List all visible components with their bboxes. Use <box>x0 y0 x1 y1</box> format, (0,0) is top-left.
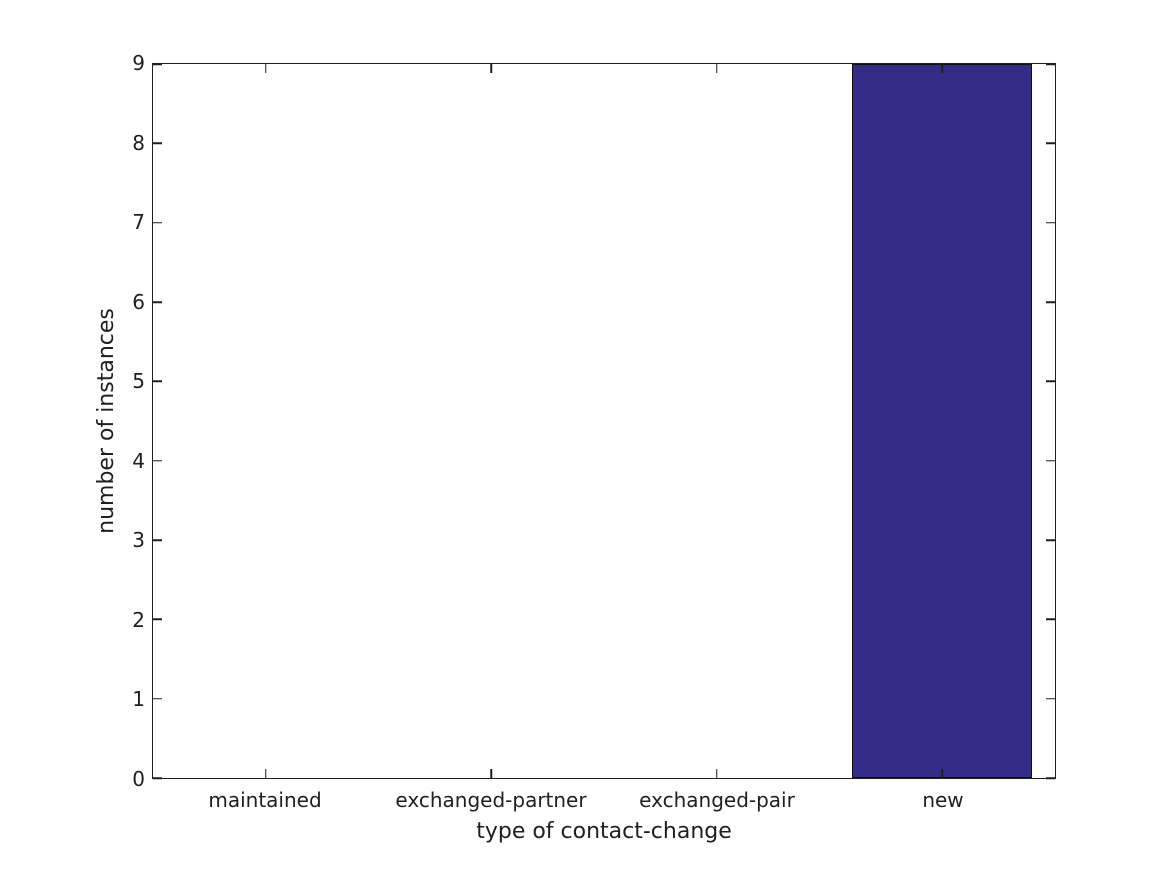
y-tick-mark <box>1046 380 1055 383</box>
y-tick-labels: 0 1 2 3 4 5 6 7 8 9 <box>40 53 145 789</box>
plot-area <box>152 63 1056 779</box>
y-tick-mark <box>153 301 162 303</box>
x-tick-label: exchanged-partner <box>395 788 587 812</box>
y-tick-label: 4 <box>132 448 145 473</box>
y-tick-mark <box>1046 777 1055 779</box>
bar-new <box>852 64 1033 778</box>
y-tick-label: 9 <box>132 51 145 75</box>
x-tick-labels: maintained exchanged-partner exchanged-pai… <box>152 787 1056 813</box>
y-tick-mark <box>153 142 162 145</box>
x-tick-mark <box>716 64 718 73</box>
y-tick-mark <box>1046 459 1055 462</box>
x-tick-label: maintained <box>208 788 322 812</box>
y-tick-mark <box>1046 63 1055 65</box>
x-tick-mark <box>265 769 267 778</box>
y-tick-mark <box>1046 301 1055 303</box>
y-tick-label: 2 <box>132 607 145 632</box>
x-tick-label: exchanged-pair <box>639 788 795 812</box>
y-tick-label: 0 <box>132 767 145 791</box>
x-tick-mark <box>941 769 943 778</box>
y-tick-mark <box>1046 539 1055 541</box>
y-tick-mark <box>153 459 162 462</box>
y-tick-mark <box>153 63 162 65</box>
x-tick-mark <box>490 769 492 778</box>
x-tick-label: new <box>922 788 964 812</box>
y-tick-mark <box>1046 697 1055 700</box>
y-tick-mark <box>153 380 162 383</box>
y-tick-mark <box>153 221 162 224</box>
y-tick-label: 8 <box>132 130 145 155</box>
y-tick-label: 1 <box>132 687 145 712</box>
y-tick-label: 3 <box>132 528 145 553</box>
y-tick-label: 7 <box>132 210 145 235</box>
y-tick-mark <box>1046 618 1055 621</box>
x-tick-mark <box>490 64 492 73</box>
y-tick-label: 5 <box>132 369 145 394</box>
x-tick-mark <box>716 769 718 778</box>
y-tick-mark <box>153 777 162 779</box>
y-tick-mark <box>153 697 162 700</box>
x-axis-label: type of contact-change <box>476 819 732 844</box>
y-tick-mark <box>1046 221 1055 224</box>
y-tick-mark <box>153 539 162 541</box>
y-tick-mark <box>153 618 162 621</box>
y-tick-label: 6 <box>132 289 145 314</box>
x-tick-mark <box>265 64 267 73</box>
x-tick-mark <box>941 64 943 73</box>
y-tick-mark <box>1046 142 1055 145</box>
